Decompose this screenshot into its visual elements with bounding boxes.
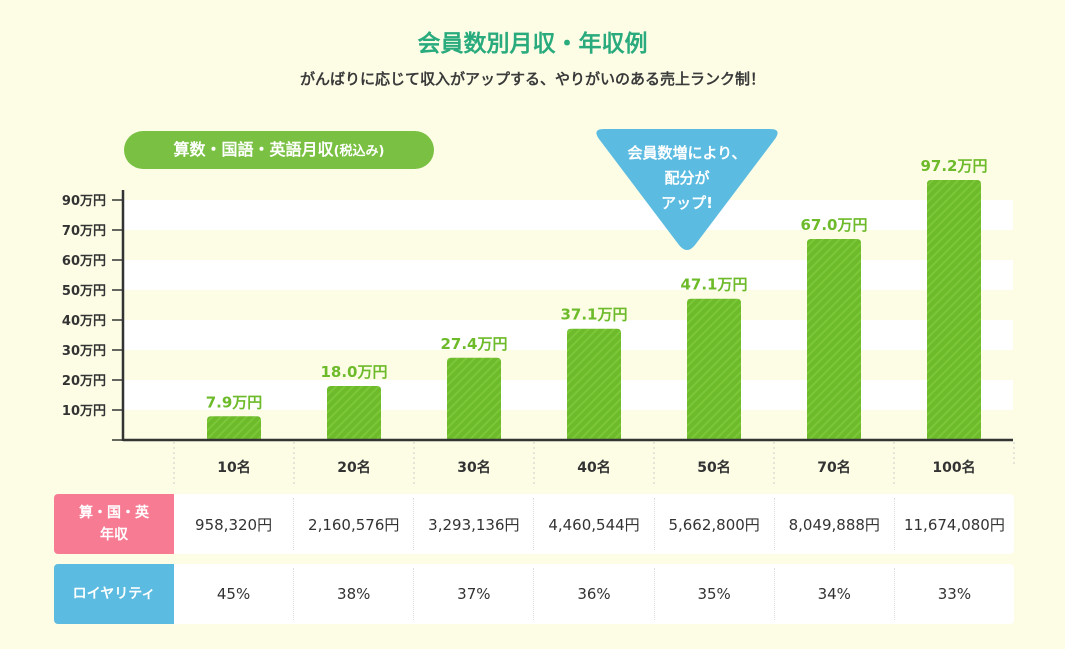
annual-row-label-line-1: 算・国・英 (79, 505, 149, 521)
royalty-cell: 33% (893, 568, 1014, 620)
bar (807, 239, 861, 440)
y-tick-label: 10万円 (62, 404, 106, 419)
x-category-label: 20名 (337, 459, 370, 476)
royalty-row-header: ロイヤリティ (54, 564, 174, 624)
chart-series-pill: 算数・国語・英語月収(税込み) (124, 131, 434, 169)
callout-badge: 会員数増により、 配分が アップ! (592, 129, 782, 251)
royalty-cell: 38% (293, 568, 413, 620)
y-tick-label: 50万円 (62, 284, 106, 299)
bar-value-label: 18.0万円 (320, 363, 387, 381)
bar-chart: 10万円 20万円 30万円 40万円 50万円 60万円 70万円 90万円 7.9万円 10名… (62, 157, 1015, 485)
y-tick-label: 60万円 (62, 254, 106, 269)
annual-income-cell: 3,293,136円 (413, 498, 533, 550)
x-category-label: 100名 (932, 459, 975, 476)
callout-line-3: アップ! (661, 194, 713, 212)
callout-triangle-shape (596, 129, 778, 250)
y-tick-label: 30万円 (62, 344, 106, 359)
annual-income-row-header: 算・国・英 年収 (54, 494, 174, 554)
y-tick-label: 20万円 (62, 374, 106, 389)
x-category-label: 50名 (697, 459, 730, 476)
y-tick-label: 40万円 (62, 314, 106, 329)
annual-income-cell: 958,320円 (195, 515, 273, 534)
annual-income-row: 算・国・英 年収 958,320円 2,160,576円 3,293,136円 … (54, 494, 1014, 554)
pill-label: 算数・国語・英語月収 (173, 140, 334, 159)
bar (327, 386, 381, 440)
annual-income-cell: 11,674,080円 (893, 498, 1014, 550)
annual-income-cell: 5,662,800円 (653, 498, 774, 550)
x-category-label: 70名 (817, 459, 850, 476)
bar-value-label: 67.0万円 (800, 216, 867, 234)
royalty-row: ロイヤリティ 45% 38% 37% 36% 35% 34% 33% (54, 564, 1014, 624)
callout-line-2: 配分が (664, 169, 710, 187)
royalty-cell: 45% (216, 585, 251, 603)
page-title: 会員数別月収・年収例 (417, 31, 648, 57)
x-category-label: 10名 (217, 459, 250, 476)
royalty-cell: 35% (653, 568, 774, 620)
x-category-label: 30名 (457, 459, 490, 476)
annual-income-cell: 8,049,888円 (773, 498, 894, 550)
annual-row-label-line-2: 年収 (100, 527, 128, 543)
x-category-label: 40名 (577, 459, 610, 476)
royalty-cell: 34% (773, 568, 894, 620)
bar-value-label: 27.4万円 (440, 335, 507, 353)
grid-band (123, 200, 1013, 230)
bar (447, 357, 501, 440)
bar (687, 298, 741, 440)
bar-value-label: 47.1万円 (680, 276, 747, 294)
y-tick-label: 90万円 (62, 194, 106, 209)
page-subtitle: がんばりに応じて収入がアップする、やりがいのある売上ランク制！ (299, 70, 765, 88)
callout-line-1: 会員数増により、 (627, 144, 747, 162)
annual-income-cell: 2,160,576円 (293, 498, 413, 550)
bar-value-label: 7.9万円 (206, 393, 263, 411)
royalty-cell: 36% (533, 568, 653, 620)
pill-note: (税込み) (333, 144, 385, 159)
annual-income-cell: 4,460,544円 (533, 498, 653, 550)
bar-value-label: 97.2万円 (920, 157, 987, 175)
bar (927, 180, 981, 440)
bar (567, 328, 621, 440)
y-tick-label: 70万円 (62, 224, 106, 239)
bar (207, 416, 261, 440)
royalty-cell: 37% (413, 568, 533, 620)
grid-band (123, 260, 1013, 290)
bar-value-label: 37.1万円 (560, 306, 627, 324)
